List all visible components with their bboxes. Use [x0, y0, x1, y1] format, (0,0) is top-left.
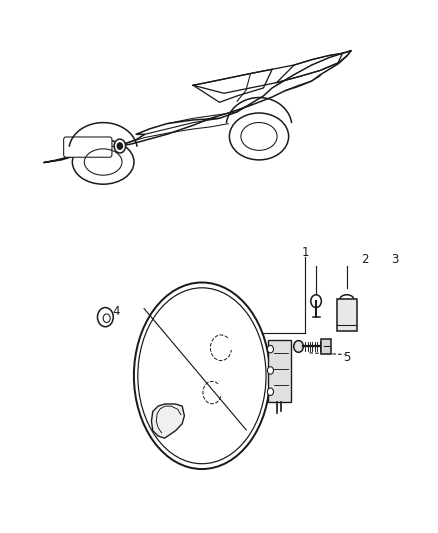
- FancyBboxPatch shape: [64, 137, 112, 157]
- Ellipse shape: [134, 282, 269, 469]
- Circle shape: [267, 345, 273, 353]
- FancyBboxPatch shape: [320, 339, 331, 354]
- Text: 2: 2: [360, 253, 368, 266]
- Polygon shape: [151, 404, 184, 438]
- Circle shape: [267, 388, 273, 395]
- Circle shape: [114, 139, 125, 153]
- Ellipse shape: [229, 113, 288, 160]
- Text: 4: 4: [112, 305, 120, 318]
- Circle shape: [310, 295, 321, 308]
- FancyBboxPatch shape: [267, 340, 290, 402]
- Ellipse shape: [72, 140, 134, 184]
- FancyBboxPatch shape: [336, 299, 356, 331]
- Ellipse shape: [339, 295, 353, 304]
- Text: 3: 3: [391, 253, 398, 266]
- Text: 1: 1: [300, 246, 308, 259]
- Circle shape: [103, 314, 110, 322]
- Circle shape: [117, 143, 122, 149]
- Ellipse shape: [293, 341, 303, 352]
- Circle shape: [97, 308, 113, 327]
- Circle shape: [267, 367, 273, 374]
- Text: 5: 5: [343, 351, 350, 364]
